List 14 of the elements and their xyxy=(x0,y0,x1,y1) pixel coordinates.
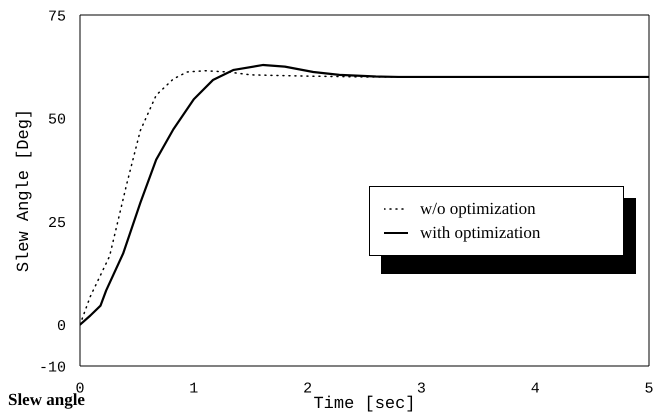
legend-label: w/o optimization xyxy=(420,198,536,220)
y-axis-title: Slew Angle [Deg] xyxy=(15,108,34,272)
x-tick-label: 2 xyxy=(303,380,312,398)
legend-label: with optimization xyxy=(420,222,540,244)
y-tick-label: 0 xyxy=(56,318,66,336)
x-tick-label: 5 xyxy=(644,380,654,398)
x-tick-label: 3 xyxy=(416,380,426,398)
x-tick-label: 1 xyxy=(189,380,198,398)
x-axis-title: Time [sec] xyxy=(313,395,416,414)
y-tick-label: 75 xyxy=(48,8,66,26)
y-tick-label: 50 xyxy=(48,112,66,129)
x-tick-label: 4 xyxy=(530,380,540,398)
y-tick-label: 25 xyxy=(48,214,66,232)
y-tick-label: -10 xyxy=(38,359,66,376)
